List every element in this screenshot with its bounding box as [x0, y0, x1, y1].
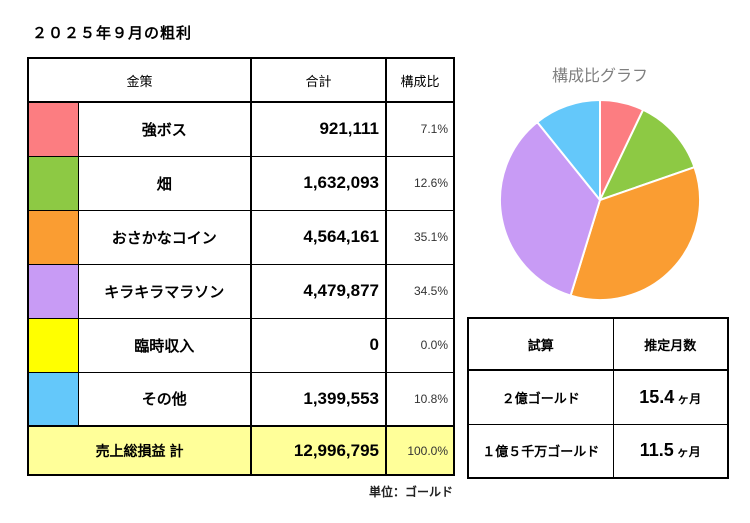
category-cell: その他	[77, 371, 252, 427]
months-cell: 11.5 ヶ月	[612, 423, 729, 479]
header-ratio: 構成比	[385, 57, 455, 103]
total-cell: 4,479,877	[250, 263, 387, 319]
color-swatch	[27, 155, 79, 211]
table-row: 臨時収入 0 0.0%	[27, 317, 455, 373]
grand-total-label: 売上総損益 計	[27, 425, 252, 476]
scenario-cell: １億５千万ゴールド	[467, 423, 614, 479]
total-cell: 1,632,093	[250, 155, 387, 211]
grand-total-row: 売上総損益 計 12,996,795 100.0%	[27, 425, 455, 476]
color-swatch	[27, 263, 79, 319]
grand-total-ratio: 100.0%	[385, 425, 455, 476]
page-title: ２０２５年９月の粗利	[32, 25, 193, 42]
ratio-cell: 7.1%	[385, 101, 455, 157]
ratio-cell: 34.5%	[385, 263, 455, 319]
header-scenario: 試算	[467, 317, 614, 371]
table-header-row: 金策 合計 構成比	[27, 57, 455, 103]
pie-chart	[499, 99, 702, 301]
months-value: 11.5	[639, 440, 674, 461]
header-total: 合計	[250, 57, 387, 103]
unit-note: 単位：ゴールド	[368, 485, 453, 499]
table-row: 畑 1,632,093 12.6%	[27, 155, 455, 211]
category-cell: 畑	[77, 155, 252, 211]
ratio-cell: 12.6%	[385, 155, 455, 211]
total-cell: 921,111	[250, 101, 387, 157]
estimate-row: ２億ゴールド 15.4 ヶ月	[467, 369, 729, 425]
pie-slice-4	[499, 121, 601, 297]
table-row: その他 1,399,553 10.8%	[27, 371, 455, 427]
grand-total-value: 12,996,795	[250, 425, 387, 476]
gross-profit-table: 金策 合計 構成比 強ボス 921,111 7.1% 畑 1,632,093 1…	[27, 57, 456, 476]
estimate-row: １億５千万ゴールド 11.5 ヶ月	[467, 423, 729, 479]
total-cell: 4,564,161	[250, 209, 387, 265]
total-cell: 0	[250, 317, 387, 373]
color-swatch	[27, 317, 79, 373]
months-unit: ヶ月	[676, 445, 701, 460]
color-swatch	[27, 101, 79, 157]
header-category: 金策	[27, 57, 252, 103]
pie-slice-2	[599, 108, 696, 201]
pie-slice-6	[536, 99, 601, 201]
table-row: おさかなコイン 4,564,161 35.1%	[27, 209, 455, 265]
months-unit: ヶ月	[677, 391, 702, 406]
category-cell: おさかなコイン	[77, 209, 252, 265]
table-row: 強ボス 921,111 7.1%	[27, 101, 455, 157]
ratio-cell: 10.8%	[385, 371, 455, 427]
months-value: 15.4	[639, 386, 675, 407]
pie-chart-title: 構成比グラフ	[551, 68, 648, 85]
header-months: 推定月数	[612, 317, 729, 371]
table-row: キラキラマラソン 4,479,877 34.5%	[27, 263, 455, 319]
ratio-cell: 35.1%	[385, 209, 455, 265]
estimate-header-row: 試算 推定月数	[467, 317, 729, 371]
estimate-table: 試算 推定月数 ２億ゴールド 15.4 ヶ月 １億５千万ゴールド 11.5 ヶ月	[467, 317, 729, 479]
months-cell: 15.4 ヶ月	[612, 369, 729, 425]
color-swatch	[27, 209, 79, 265]
scenario-cell: ２億ゴールド	[467, 369, 614, 425]
category-cell: 強ボス	[77, 101, 252, 157]
color-swatch	[27, 371, 79, 427]
category-cell: 臨時収入	[77, 317, 252, 373]
ratio-cell: 0.0%	[385, 317, 455, 373]
category-cell: キラキラマラソン	[77, 263, 252, 319]
total-cell: 1,399,553	[250, 371, 387, 427]
pie-slice-3	[569, 166, 702, 301]
